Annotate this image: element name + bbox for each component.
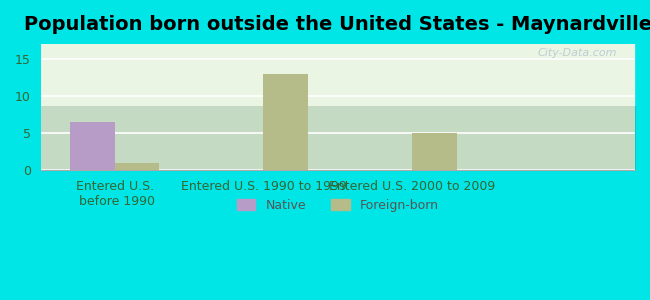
- Bar: [263, 74, 308, 170]
- Text: City-Data.com: City-Data.com: [538, 48, 617, 58]
- Bar: [70, 122, 115, 170]
- Legend: Native, Foreign-born: Native, Foreign-born: [232, 194, 444, 217]
- Bar: [412, 133, 457, 170]
- Title: Population born outside the United States - Maynardville: Population born outside the United State…: [24, 15, 650, 34]
- Bar: [115, 163, 159, 170]
